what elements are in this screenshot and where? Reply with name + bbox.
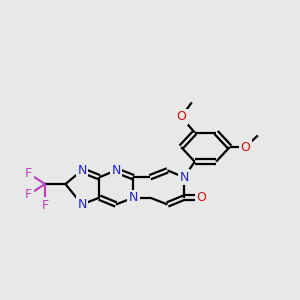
Text: N: N <box>179 171 189 184</box>
Text: F: F <box>25 188 32 201</box>
Text: N: N <box>111 164 121 177</box>
Text: N: N <box>129 191 138 204</box>
Text: N: N <box>111 164 121 177</box>
Text: F: F <box>25 167 32 180</box>
Text: O: O <box>176 110 186 123</box>
Text: O: O <box>240 141 250 154</box>
Text: N: N <box>77 198 87 211</box>
Text: O: O <box>176 110 186 123</box>
Text: N: N <box>129 191 138 204</box>
Text: O: O <box>196 191 206 204</box>
Text: O: O <box>196 191 206 204</box>
Text: F: F <box>41 199 49 212</box>
Text: O: O <box>240 141 250 154</box>
Text: N: N <box>77 164 87 177</box>
Text: N: N <box>77 164 87 177</box>
Text: N: N <box>179 171 189 184</box>
Text: N: N <box>77 198 87 211</box>
